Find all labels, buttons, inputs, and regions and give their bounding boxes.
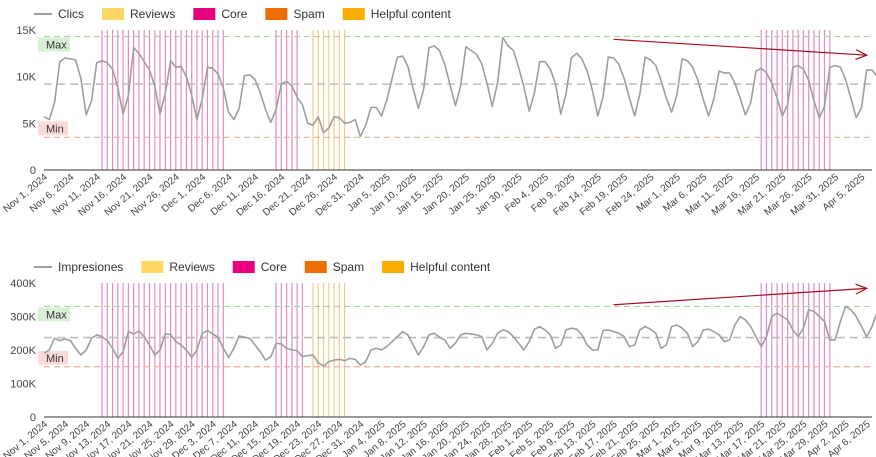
impressions-trend-arrow-head — [855, 283, 869, 295]
clicks-legend-item-clics[interactable]: Clics — [34, 7, 84, 21]
impressions-y-tick-label: 0 — [30, 412, 36, 424]
clicks-core-update-band — [760, 30, 831, 170]
clicks-legend-swatch — [265, 8, 288, 20]
clicks-min-label-bg — [38, 121, 68, 136]
impressions-min-label: Min — [46, 353, 64, 365]
impressions-max-label-bg — [38, 307, 70, 322]
impressions-series-line[interactable] — [43, 305, 876, 367]
impressions-legend-item-core[interactable]: Core — [232, 260, 287, 274]
clicks-legend-label: Reviews — [130, 7, 175, 21]
impressions-reference-lines: Max Min — [38, 305, 872, 368]
impressions-series[interactable] — [43, 305, 876, 367]
impressions-y-tick-label: 400K — [10, 278, 36, 290]
impressions-legend-item-impresiones[interactable]: Impresiones — [34, 260, 123, 274]
clicks-trend-arrow-shaft — [613, 38, 867, 56]
impressions-core-update-band — [760, 283, 831, 417]
impressions-max-label: Max — [46, 309, 67, 321]
impressions-chart: Impresiones Reviews Core Spam Helpful conten… — [2, 260, 876, 457]
clicks-y-tick-label: 10K — [16, 72, 36, 84]
impressions-legend-item-reviews[interactable]: Reviews — [141, 260, 215, 274]
impressions-legend-item-spam[interactable]: Spam — [304, 260, 364, 274]
impressions-y-tick-label: 200K — [10, 345, 36, 357]
clicks-legend-item-reviews[interactable]: Reviews — [102, 7, 175, 21]
impressions-trend-arrow — [613, 283, 869, 306]
impressions-legend-swatch — [232, 261, 255, 273]
clicks-legend-label: Spam — [293, 7, 324, 21]
clicks-y-axis: 0 5K 10K 15K — [16, 25, 872, 177]
clicks-legend-swatch — [193, 8, 216, 20]
impressions-y-axis: 0 100K 200K 300K 400K — [10, 278, 872, 424]
clicks-legend-label: Helpful content — [371, 7, 452, 21]
clicks-max-label-bg — [38, 37, 70, 52]
impressions-core-update-band — [101, 283, 224, 417]
clicks-reference-lines: Max Min — [38, 35, 872, 138]
clicks-legend-label: Clics — [58, 7, 84, 21]
clicks-update-bands — [101, 30, 831, 170]
impressions-legend-label: Reviews — [169, 260, 214, 274]
clicks-helpful-update-band — [312, 30, 346, 170]
clicks-trend-arrow — [613, 38, 869, 60]
clicks-y-tick-label: 5K — [23, 118, 37, 130]
clicks-trend-arrow-head — [855, 49, 869, 60]
impressions-legend-label: Impresiones — [58, 260, 123, 274]
impressions-legend-swatch — [382, 261, 405, 273]
impressions-core-update-band — [275, 283, 303, 417]
clicks-legend-swatch — [342, 8, 365, 20]
impressions-legend-label: Core — [261, 260, 287, 274]
impressions-min-label-bg — [38, 350, 68, 365]
clicks-legend-item-core[interactable]: Core — [193, 7, 248, 21]
clicks-legend-label: Core — [221, 7, 247, 21]
clicks-core-update-band — [101, 30, 224, 170]
impressions-update-bands — [101, 283, 831, 417]
impressions-y-tick-label: 100K — [10, 379, 36, 391]
impressions-legend-label: Spam — [333, 260, 364, 274]
clicks-legend-item-helpful-content[interactable]: Helpful content — [342, 7, 452, 21]
clicks-legend[interactable]: Clics Reviews Core Spam Helpful content — [34, 7, 451, 21]
clicks-legend-item-spam[interactable]: Spam — [265, 7, 325, 21]
clicks-y-tick-label: 15K — [16, 25, 36, 37]
impressions-helpful-update-band — [312, 283, 346, 417]
impressions-trend-arrow-shaft — [613, 287, 867, 306]
clicks-series-line[interactable] — [43, 36, 876, 138]
impressions-legend[interactable]: Impresiones Reviews Core Spam Helpful conten… — [34, 260, 491, 274]
impressions-legend-label: Helpful content — [410, 260, 491, 274]
impressions-legend-swatch — [141, 261, 164, 273]
clicks-legend-swatch — [102, 8, 124, 20]
clicks-series[interactable] — [43, 36, 876, 138]
clicks-max-label: Max — [46, 40, 67, 52]
impressions-y-tick-label: 300K — [10, 312, 36, 324]
clicks-chart: Clics Reviews Core Spam Helpful content MaxM… — [2, 7, 876, 219]
impressions-legend-item-helpful-content[interactable]: Helpful content — [382, 260, 491, 274]
clicks-min-label: Min — [46, 123, 64, 135]
impressions-legend-swatch — [304, 261, 327, 273]
clicks-y-tick-label: 0 — [30, 165, 36, 177]
clicks-core-update-band — [275, 30, 298, 170]
